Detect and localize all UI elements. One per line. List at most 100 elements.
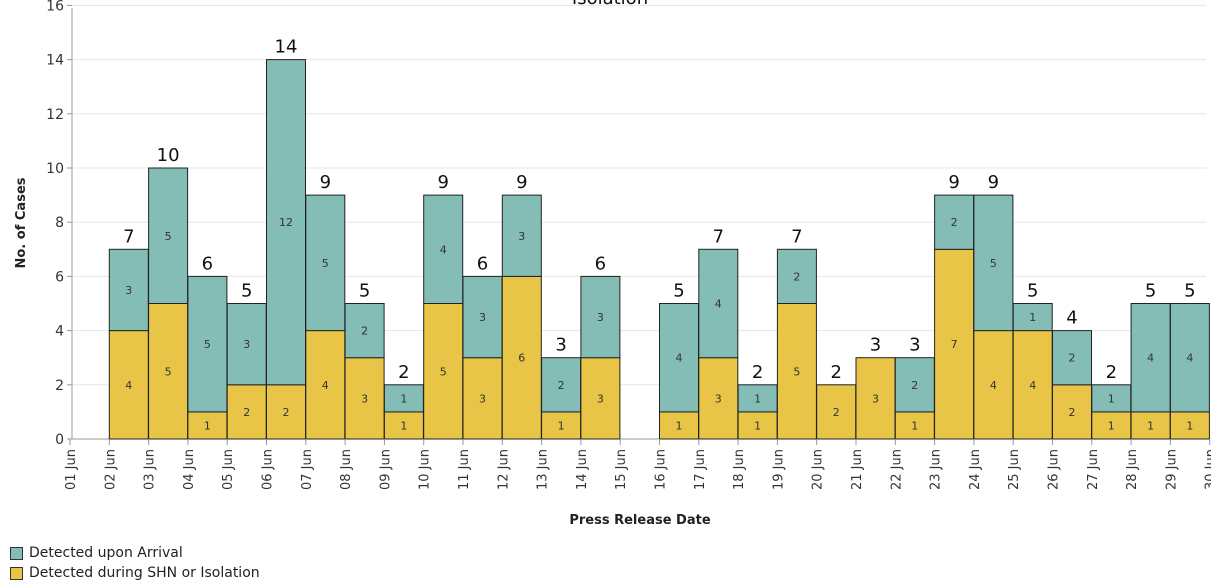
bar-shn-segment[interactable] <box>894 411 935 440</box>
bar-arrival-segment[interactable] <box>501 194 542 277</box>
x-tick-label: 22 Jun <box>889 449 904 490</box>
bar-arrival-segment[interactable] <box>541 357 582 413</box>
y-axis-ticks: 0 2 4 6 8 10 12 14 16 <box>46 0 72 448</box>
bar-arrival-segment[interactable] <box>1169 303 1210 413</box>
bar-arrival-segment[interactable] <box>187 275 228 413</box>
bar-shn-segment[interactable] <box>816 384 857 440</box>
legend-item-arrival[interactable]: Detected upon Arrival <box>10 543 260 563</box>
x-tick-label: 09 Jun <box>378 449 393 490</box>
bar-total-label: 2 <box>752 362 763 383</box>
x-tick-label: 29 Jun <box>1164 449 1179 490</box>
y-tick-label: 4 <box>55 324 64 340</box>
bar-arrival-value-label: 2 <box>361 325 368 338</box>
y-axis-label: No. of Cases <box>14 177 29 268</box>
bar-shn-segment[interactable] <box>580 357 621 440</box>
bar-arrival-segment[interactable] <box>698 248 739 359</box>
bar-arrival-segment[interactable] <box>894 357 935 413</box>
bar-shn-value-label: 3 <box>872 392 879 405</box>
bar-arrival-value-label: 3 <box>597 311 604 324</box>
x-tick-label: 01 Jun <box>64 449 79 490</box>
bar-shn-value-label: 3 <box>597 392 604 405</box>
bar-arrival-segment[interactable] <box>226 303 267 386</box>
bar-total-label: 3 <box>555 335 566 356</box>
bar-shn-value-label: 2 <box>833 406 840 419</box>
bar-arrival-value-label: 4 <box>1147 352 1154 365</box>
y-tick-label: 16 <box>46 0 64 14</box>
bar-shn-value-label: 5 <box>165 365 172 378</box>
bar-shn-value-label: 1 <box>558 419 565 432</box>
bar-shn-value-label: 1 <box>1108 419 1115 432</box>
legend-item-shn[interactable]: Detected during SHN or Isolation <box>10 563 260 583</box>
bar-arrival-value-label: 4 <box>440 243 447 256</box>
x-tick-label: 30 Jun <box>1204 449 1211 490</box>
bar-arrival-value-label: 4 <box>715 298 722 311</box>
x-tick-label: 04 Jun <box>182 449 197 490</box>
bar-arrival-segment[interactable] <box>659 303 699 413</box>
legend-label-shn: Detected during SHN or Isolation <box>29 565 260 581</box>
bar-shn-segment[interactable] <box>187 411 228 440</box>
x-tick-label: 03 Jun <box>143 449 158 490</box>
x-tick-label: 14 Jun <box>575 449 590 490</box>
bar-shn-value-label: 1 <box>1147 419 1154 432</box>
bar-arrival-segment[interactable] <box>973 194 1014 332</box>
bar-total-label: 2 <box>398 362 409 383</box>
bar-shn-value-label: 4 <box>1029 379 1036 392</box>
bar-shn-value-label: 1 <box>1186 419 1193 432</box>
bar-arrival-segment[interactable] <box>148 167 189 304</box>
x-tick-label: 10 Jun <box>418 449 433 490</box>
bar-shn-segment[interactable] <box>148 303 189 440</box>
bar-total-label: 5 <box>1184 281 1195 302</box>
x-tick-label: 06 Jun <box>261 449 276 490</box>
bar-arrival-value-label: 3 <box>479 311 486 324</box>
bar-arrival-segment[interactable] <box>108 248 149 332</box>
x-tick-label: 24 Jun <box>968 449 983 490</box>
bar-arrival-segment[interactable] <box>1052 330 1092 386</box>
y-tick-label: 8 <box>55 215 64 231</box>
bar-shn-segment[interactable] <box>659 411 699 440</box>
bar-arrival-value-label: 2 <box>793 270 800 283</box>
bar-arrival-segment[interactable] <box>934 194 975 250</box>
x-tick-label: 27 Jun <box>1086 449 1101 490</box>
bar-shn-value-label: 3 <box>479 392 486 405</box>
bar-total-label: 6 <box>202 253 213 274</box>
x-tick-label: 23 Jun <box>929 449 944 490</box>
bar-arrival-value-label: 1 <box>754 392 761 405</box>
bar-shn-segment[interactable] <box>1169 411 1210 440</box>
bar-arrival-segment[interactable] <box>737 384 778 413</box>
bar-shn-segment[interactable] <box>305 330 346 440</box>
bar-arrival-segment[interactable] <box>266 59 306 386</box>
bar-arrival-value-label: 5 <box>204 338 211 351</box>
legend-swatch-shn <box>10 566 23 580</box>
x-tick-label: 08 Jun <box>339 449 354 490</box>
bar-shn-value-label: 7 <box>951 338 958 351</box>
chart-title: Isolation <box>572 0 648 9</box>
bar-arrival-value-label: 3 <box>243 338 250 351</box>
x-tick-label: 12 Jun <box>496 449 511 490</box>
bar-total-label: 5 <box>1027 281 1038 302</box>
bar-arrival-value-label: 1 <box>1029 311 1036 324</box>
y-tick-label: 6 <box>55 269 64 285</box>
bar-arrival-segment[interactable] <box>1130 303 1171 413</box>
bar-arrival-segment[interactable] <box>305 194 346 332</box>
bar-arrival-segment[interactable] <box>462 275 503 359</box>
bar-arrival-segment[interactable] <box>1012 303 1053 332</box>
bar-shn-value-label: 3 <box>715 392 722 405</box>
bar-arrival-segment[interactable] <box>344 303 385 359</box>
bar-arrival-segment[interactable] <box>776 248 817 305</box>
bar-shn-value-label: 1 <box>400 419 407 432</box>
bar-arrival-value-label: 2 <box>911 379 918 392</box>
bar-arrival-value-label: 5 <box>990 257 997 270</box>
bar-arrival-value-label: 4 <box>1186 352 1193 365</box>
bar-shn-value-label: 4 <box>990 379 997 392</box>
bar-shn-segment[interactable] <box>1130 411 1171 440</box>
bar-arrival-segment[interactable] <box>580 275 621 359</box>
bar-shn-segment[interactable] <box>541 411 582 440</box>
bar-total-label: 9 <box>437 172 448 193</box>
bar-shn-segment[interactable] <box>698 357 739 440</box>
bar-shn-value-label: 2 <box>283 406 290 419</box>
bar-shn-segment[interactable] <box>226 384 267 440</box>
x-tick-label: 15 Jun <box>614 449 629 490</box>
x-tick-label: 25 Jun <box>1007 449 1022 490</box>
bar-arrival-segment[interactable] <box>423 194 464 305</box>
bar-shn-value-label: 4 <box>322 379 329 392</box>
